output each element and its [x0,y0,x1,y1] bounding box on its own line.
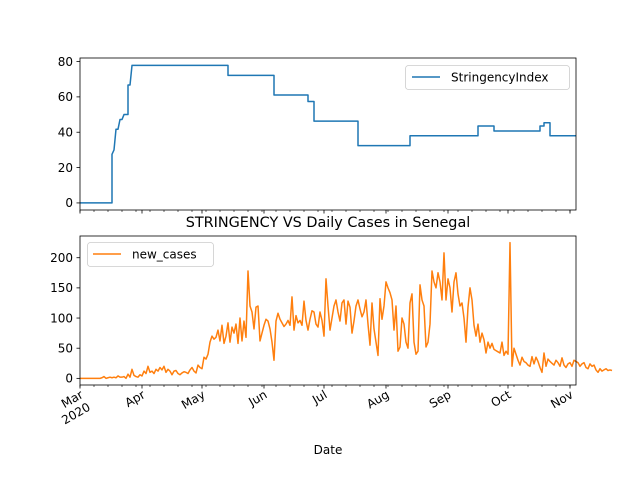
x-tick-label-text: Aug [364,387,391,411]
stringency-y-tick-label: 80 [58,55,73,69]
stringency-y-tick-label: 60 [58,90,73,104]
x-tick-label-text: Nov [548,387,575,411]
x-tick-label-text: May [179,387,207,412]
cases-y-tick-label: 100 [50,311,73,325]
cases-series-lines [80,241,613,380]
cases-plot-frame [79,235,577,386]
x-tick-label-line: Apr [123,387,148,410]
x-tick-label-line: Sep [427,387,454,410]
cases-legend: new_cases [87,242,214,267]
x-tick-label-text: Oct [489,387,514,410]
cases-y-ticks: 0 50 100 150 200 [50,251,80,386]
x-tick-label: Jun [245,387,269,409]
stringency-axes: 0 20 40 60 80 StringencyIndex [58,55,577,214]
x-tick-label-line: Jul [309,387,329,407]
stringency-series-lines [80,64,576,204]
cases-y-tick-label: 0 [65,372,73,386]
cases-axes: STRINGENCY VS Daily Cases in Senegal 0 50… [50,215,613,457]
stringency-x-ticks [79,210,571,214]
stringency-legend-box [405,65,570,90]
x-tick-label-line: Jun [245,387,269,409]
x-tick-label: Aug [364,387,391,411]
stringency-y-tick-label: 40 [58,126,73,140]
cases-legend-label: new_cases [132,248,197,262]
chart-title: STRINGENCY VS Daily Cases in Senegal [186,215,471,231]
x-tick-label: Jul [309,387,329,407]
x-tick-label: Mar2020 [52,387,93,427]
x-tick-label-line: Aug [364,387,391,411]
x-tick-label-text: Sep [427,387,454,410]
x-tick-label: May [179,387,207,412]
x-tick-label: Oct [489,387,514,410]
x-tick-label: Nov [548,387,575,411]
x-axis-label: Date [314,443,343,457]
x-tick-label-line: May [179,387,207,412]
stringency-y-ticks: 0 20 40 60 80 [58,55,80,210]
x-tick-label-line: Nov [548,387,575,411]
cases-legend-box [87,242,214,267]
x-tick-label: Sep [427,387,454,410]
stringency-plot-frame [79,57,577,211]
stringency-legend: StringencyIndex [405,65,570,90]
x-tick-label-text: Jul [309,387,329,407]
cases-x-ticks: Mar2020 Apr May Jun Jul Aug Sep Oct Nov [52,385,576,427]
cases-series-line [80,241,613,380]
x-tick-label-text: Mar2020 [52,387,93,427]
x-tick-label-text: Apr [123,387,148,410]
x-tick-label-line: Oct [489,387,514,410]
x-tick-label-text: Jun [245,387,269,409]
stringency-series-line [80,64,576,204]
stringency-y-tick-label: 0 [65,196,73,210]
cases-y-tick-label: 200 [50,251,73,265]
cases-y-tick-label: 150 [50,281,73,295]
cases-y-tick-label: 50 [58,342,73,356]
x-tick-label: Apr [123,387,148,410]
stringency-legend-label: StringencyIndex [451,71,549,85]
stringency-y-tick-label: 20 [58,161,73,175]
